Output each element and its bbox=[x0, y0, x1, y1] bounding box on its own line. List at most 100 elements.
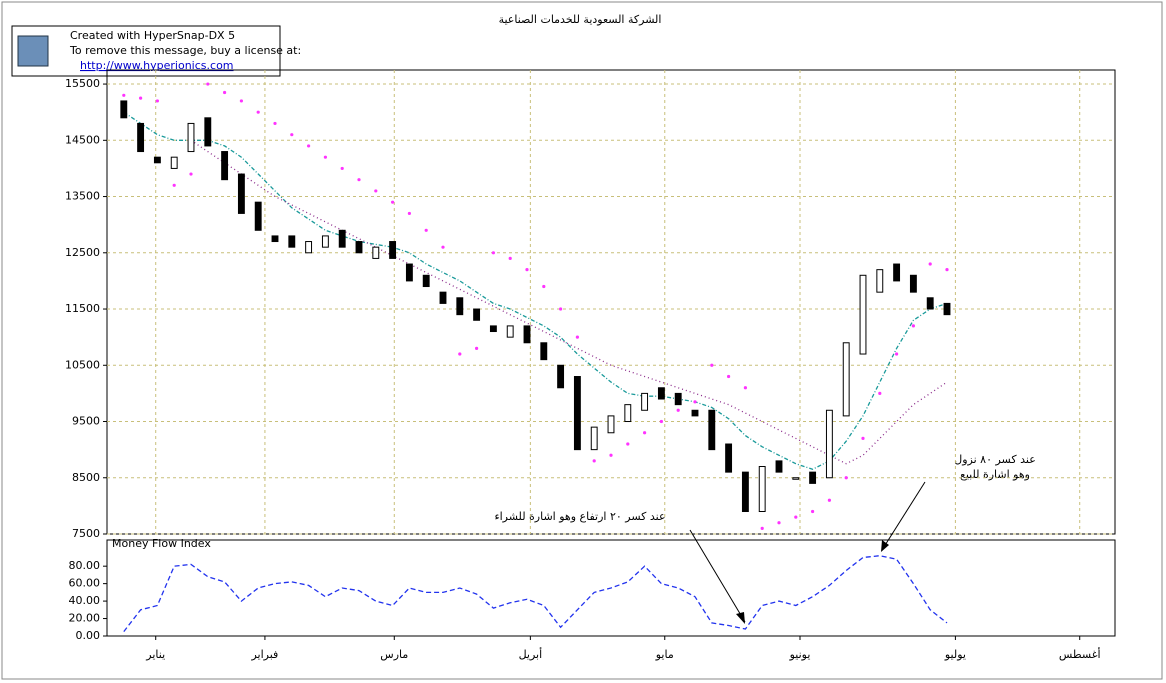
sar-dot bbox=[357, 178, 361, 182]
sar-dot bbox=[542, 284, 546, 289]
candle-body bbox=[321, 235, 329, 248]
candle-body bbox=[674, 392, 682, 406]
candle-body bbox=[825, 409, 833, 479]
x-tick-label: مارس bbox=[380, 648, 408, 661]
sar-dot bbox=[290, 133, 294, 137]
watermark-text: Created with HyperSnap-DX 5 bbox=[70, 29, 235, 42]
sar-dot bbox=[155, 99, 159, 103]
y-tick-label: 9500 bbox=[72, 415, 100, 428]
y-tick-label: 8500 bbox=[72, 471, 100, 484]
sar-dot bbox=[475, 346, 479, 350]
sar-dot bbox=[811, 509, 815, 514]
sar-dot bbox=[307, 144, 311, 148]
arrow-head bbox=[736, 612, 745, 624]
candle-body bbox=[271, 235, 279, 243]
y-tick-label: 0.00 bbox=[76, 629, 101, 642]
sar-dot bbox=[676, 408, 680, 412]
sar-dot bbox=[659, 419, 664, 424]
series-line bbox=[123, 111, 948, 471]
sar-dot bbox=[206, 82, 210, 86]
sar-dot bbox=[139, 96, 143, 100]
sar-dot bbox=[575, 335, 580, 339]
sar-dot bbox=[626, 442, 630, 446]
sar-dot bbox=[491, 251, 495, 255]
candle-body bbox=[338, 229, 346, 248]
candle-body bbox=[876, 269, 884, 293]
annotation: وهو اشارة للبيع bbox=[960, 468, 1030, 481]
arrow bbox=[689, 529, 746, 623]
candle-body bbox=[859, 274, 867, 355]
sar-dot bbox=[878, 391, 882, 395]
candle-body bbox=[204, 117, 212, 147]
sar-dot bbox=[727, 374, 731, 379]
sar-dot bbox=[861, 436, 865, 440]
sar-dot bbox=[407, 211, 411, 216]
candle-body bbox=[691, 409, 699, 417]
sar-dot bbox=[172, 183, 176, 187]
candle-body bbox=[439, 291, 447, 304]
sar-dot bbox=[508, 256, 512, 261]
sar-dot bbox=[895, 352, 899, 356]
sar-dot bbox=[643, 431, 647, 435]
candle-body bbox=[372, 246, 380, 259]
sar-dot bbox=[122, 93, 126, 97]
sar-dot bbox=[239, 99, 243, 103]
sar-dot bbox=[743, 386, 748, 390]
sar-dot bbox=[794, 515, 798, 519]
watermark-link: http://www.hyperionics.com bbox=[80, 59, 234, 72]
candle-body bbox=[288, 235, 296, 248]
candle-body bbox=[523, 325, 531, 344]
candle-body bbox=[708, 409, 716, 451]
series-line bbox=[190, 139, 948, 465]
candle-body bbox=[842, 342, 850, 417]
series-line bbox=[123, 555, 948, 632]
sar-dot bbox=[844, 476, 848, 480]
candle-body bbox=[305, 241, 313, 254]
annotation: عند كسر ٨٠ نزول bbox=[954, 453, 1036, 466]
y-tick-label: 11500 bbox=[65, 302, 100, 315]
y-tick-label: 7500 bbox=[72, 527, 100, 540]
x-tick-label: فبراير bbox=[250, 648, 278, 661]
sar-dot bbox=[323, 155, 327, 159]
candle-body bbox=[355, 241, 363, 254]
sar-dot bbox=[256, 110, 260, 114]
candle-body bbox=[540, 342, 548, 361]
candle-body bbox=[893, 263, 901, 282]
sar-dot bbox=[592, 459, 596, 463]
y-tick-label: 14500 bbox=[65, 133, 100, 146]
y-tick-label: 40.00 bbox=[69, 594, 101, 607]
candle-body bbox=[775, 460, 783, 473]
y-tick-label: 20.00 bbox=[69, 612, 101, 625]
sar-dot bbox=[945, 268, 949, 272]
x-tick-label: يونيو bbox=[789, 648, 811, 661]
x-tick-label: أبريل bbox=[519, 647, 543, 661]
candle-body bbox=[254, 201, 262, 231]
y-tick-label: 10500 bbox=[65, 358, 100, 371]
candle-body bbox=[943, 302, 951, 316]
candle-body bbox=[405, 263, 413, 282]
y-tick-label: 12500 bbox=[65, 246, 100, 259]
y-tick-label: 60.00 bbox=[69, 577, 101, 590]
sar-dot bbox=[458, 352, 462, 356]
x-tick-label: أغسطس bbox=[1059, 647, 1101, 661]
sar-dot bbox=[928, 262, 932, 266]
candle-body bbox=[137, 122, 145, 153]
candle-body bbox=[187, 122, 195, 153]
y-tick-label: 15500 bbox=[65, 77, 100, 90]
candle-body bbox=[657, 387, 665, 400]
sar-dot bbox=[609, 453, 613, 457]
candle-body bbox=[506, 325, 514, 338]
sar-dot bbox=[525, 268, 529, 272]
y-tick-label: 80.00 bbox=[69, 559, 101, 572]
candle-body bbox=[237, 173, 245, 214]
y-tick-label: 13500 bbox=[65, 190, 100, 203]
candle-body bbox=[170, 156, 178, 169]
candle-body bbox=[792, 477, 800, 480]
sar-dot bbox=[189, 172, 193, 176]
candle-body bbox=[624, 404, 632, 423]
sar-dot bbox=[374, 189, 378, 193]
chart-title: الشركة السعودية للخدمات الصناعية bbox=[499, 13, 662, 26]
sar-dot bbox=[827, 498, 832, 502]
